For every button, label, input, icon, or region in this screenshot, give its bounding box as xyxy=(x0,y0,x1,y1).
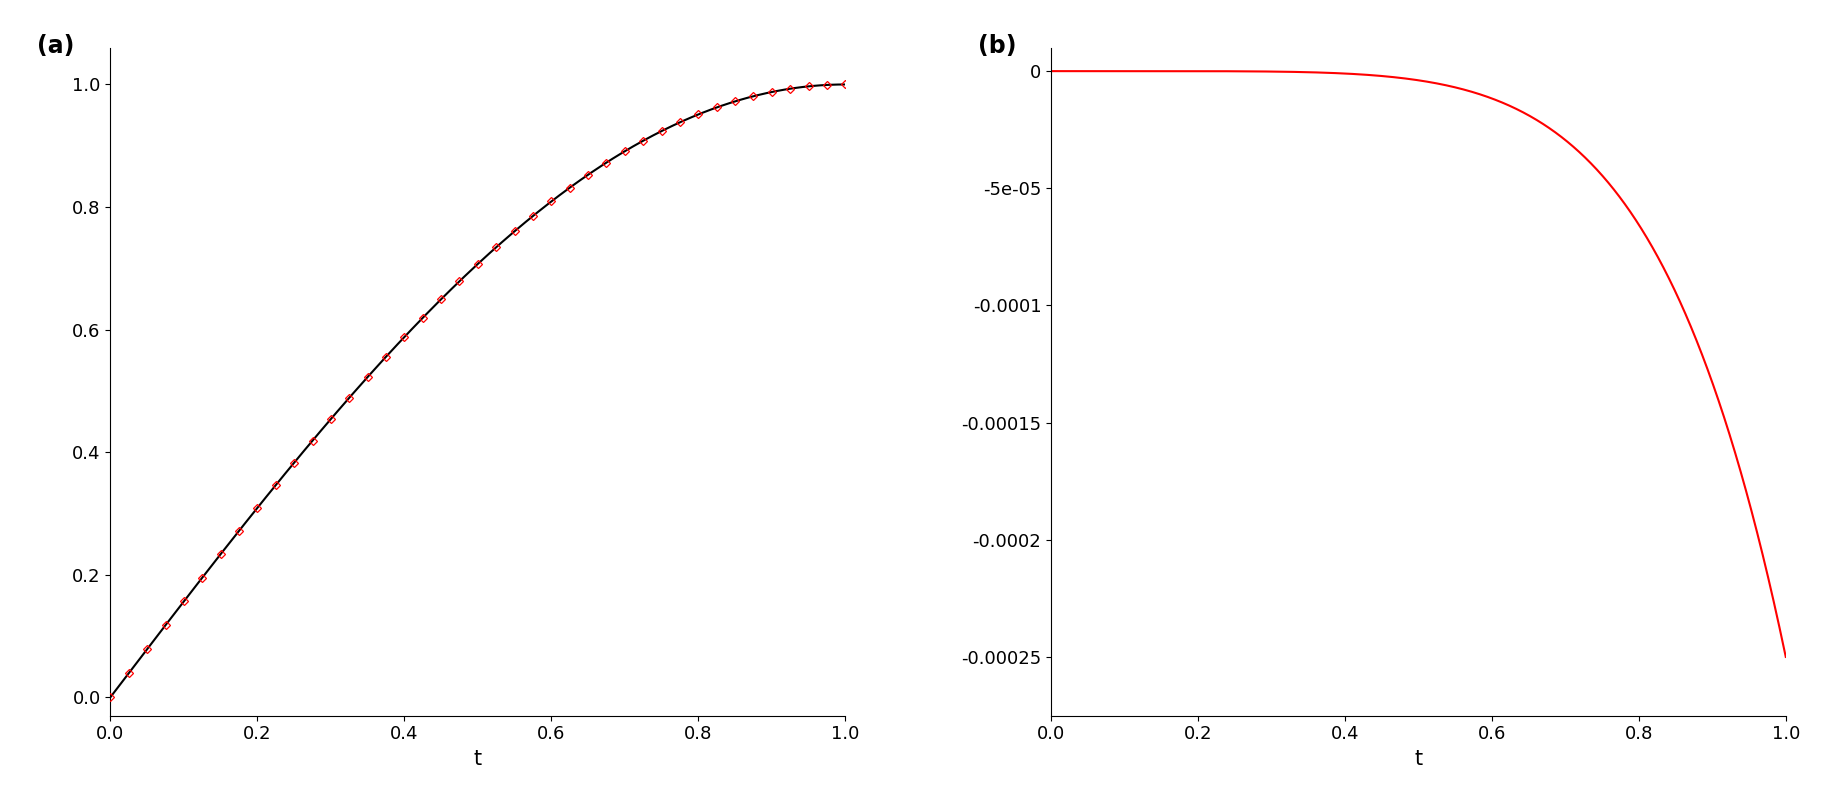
Text: (b): (b) xyxy=(978,34,1016,58)
X-axis label: t: t xyxy=(1414,749,1423,769)
Text: (a): (a) xyxy=(37,34,74,58)
X-axis label: t: t xyxy=(473,749,482,769)
